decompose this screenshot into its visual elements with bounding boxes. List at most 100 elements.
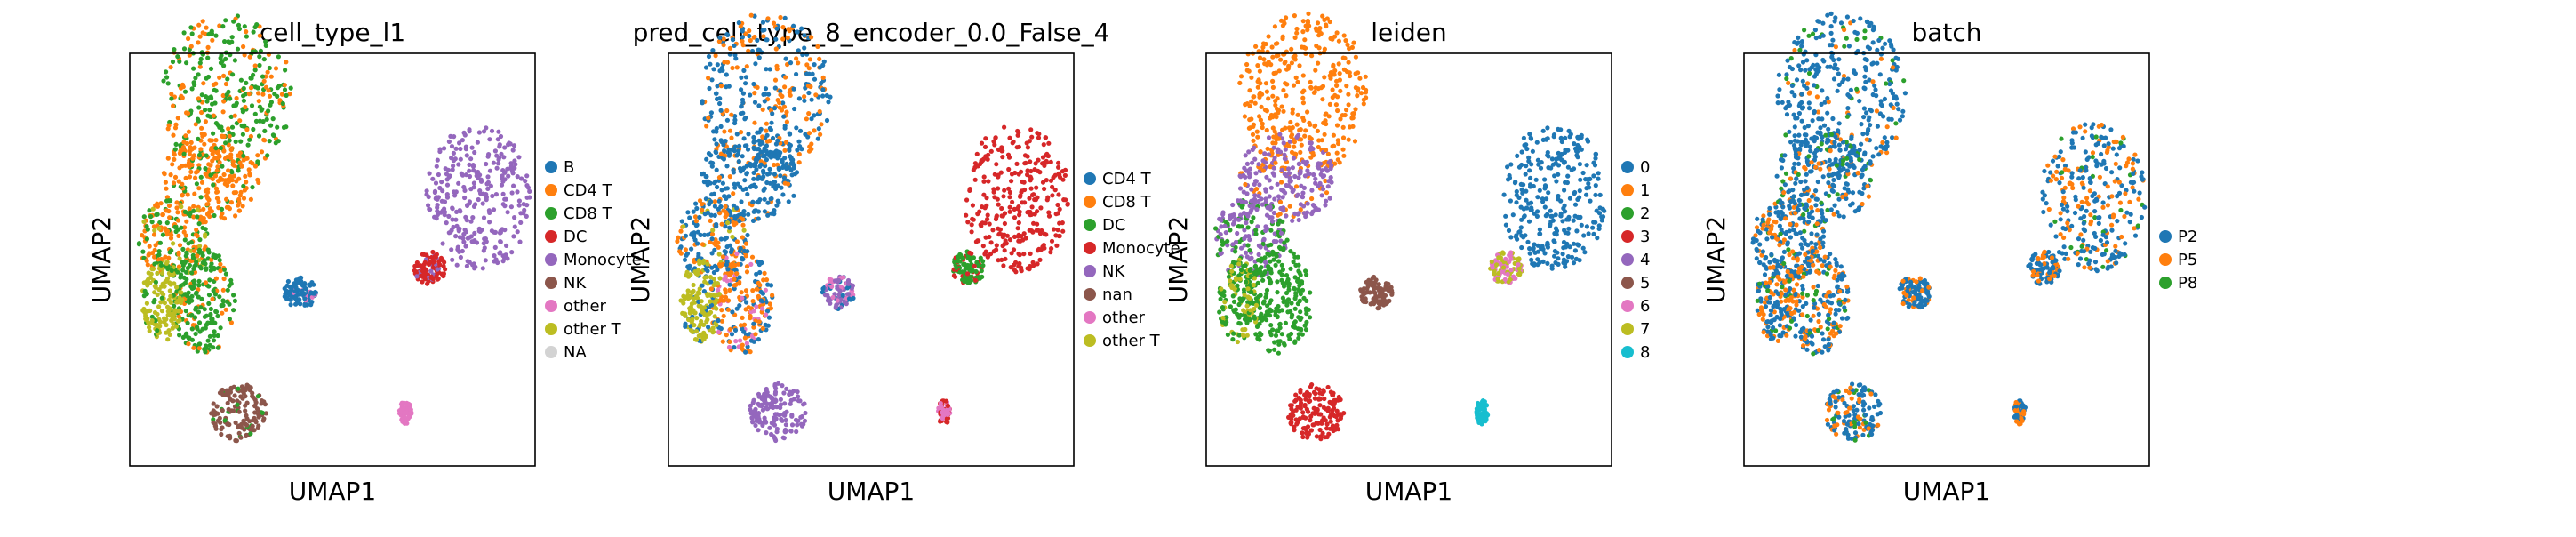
point-4: [1254, 207, 1260, 212]
point-other T: [152, 284, 157, 289]
point-CD8 T: [722, 129, 727, 134]
point-Monocyte: [515, 229, 520, 235]
point-CD4 T: [722, 194, 727, 199]
point-CD8 T: [738, 24, 743, 29]
point-1: [1330, 94, 1335, 100]
point-Monocyte: [442, 146, 447, 151]
point-1: [1348, 73, 1353, 79]
x-axis-label: UMAP1: [289, 477, 377, 506]
point-CD8 T: [212, 333, 217, 338]
point-2: [1260, 301, 1267, 306]
point-Monocyte: [1055, 202, 1060, 208]
point-CD4 T: [820, 87, 826, 92]
point-CD4 T: [164, 186, 169, 191]
point-CD8 T: [170, 59, 176, 65]
point-2: [1273, 309, 1278, 315]
point-CD4 T: [695, 229, 700, 235]
point-Monocyte: [1046, 140, 1052, 146]
point-CD8 T: [212, 329, 217, 334]
point-4: [1233, 239, 1239, 244]
point-2: [1243, 313, 1248, 318]
point-CD8 T: [228, 96, 233, 101]
point-3: [1288, 421, 1293, 426]
point-CD4 T: [734, 132, 740, 137]
point-CD4 T: [718, 236, 724, 242]
point-other T: [152, 309, 158, 316]
point-1: [1294, 30, 1300, 36]
point-1: [1352, 139, 1358, 144]
point-Monocyte: [1056, 171, 1061, 176]
point-CD4 T: [727, 151, 732, 156]
point-1: [1300, 73, 1306, 78]
point-DC: [412, 268, 417, 273]
point-CD4 T: [262, 138, 268, 143]
point-CD8 T: [257, 62, 262, 68]
point-Monocyte: [505, 256, 510, 261]
point-CD8 T: [211, 254, 216, 260]
point-CD4 T: [812, 76, 818, 82]
point-CD8 T: [282, 87, 288, 92]
point-Monocyte: [1056, 164, 1061, 170]
point-CD4 T: [224, 196, 229, 202]
point-1: [1341, 153, 1347, 158]
point-7: [1248, 308, 1253, 313]
point-2: [1272, 340, 1277, 345]
point-4: [1230, 202, 1236, 208]
point-CD8 T: [157, 240, 163, 245]
point-CD8 T: [700, 202, 705, 207]
legend-label: DC: [564, 228, 587, 246]
point-CD4 T: [227, 206, 232, 212]
legend-item: B: [545, 158, 574, 177]
point-1: [1350, 116, 1356, 121]
legend-label: B: [564, 158, 574, 177]
point-4: [1239, 245, 1244, 251]
point-NK: [236, 409, 242, 414]
point-DC: [435, 271, 440, 277]
point-4: [1310, 203, 1316, 208]
point-Monocyte: [467, 162, 472, 167]
point-CD4 T: [223, 307, 228, 312]
point-CD8 T: [149, 220, 155, 225]
point-Monocyte: [453, 146, 459, 151]
point-1: [1257, 68, 1262, 74]
point-3: [1324, 406, 1329, 412]
point-Monocyte: [981, 174, 987, 180]
point-CD8 T: [177, 59, 182, 64]
point-B: [285, 278, 291, 285]
point-CD4 T: [241, 196, 247, 201]
point-CD4 T: [701, 289, 708, 294]
point-NK: [244, 413, 249, 418]
point-2: [1272, 347, 1277, 352]
point-CD4 T: [772, 85, 778, 91]
point-DC: [433, 254, 438, 260]
point-CD4 T: [163, 254, 168, 260]
point-other T: [141, 219, 147, 224]
point-Monocyte: [993, 135, 998, 140]
point-CD4 T: [204, 25, 209, 30]
point-CD8 T: [211, 182, 216, 188]
point-CD4 T: [788, 156, 795, 162]
point-CD4 T: [714, 167, 719, 172]
point-2: [1220, 305, 1226, 310]
point-CD8 T: [184, 60, 189, 66]
point-DC: [428, 275, 434, 280]
point-Monocyte: [971, 217, 976, 222]
point-Monocyte: [511, 183, 516, 188]
point-CD4 T: [252, 63, 258, 68]
point-CD8 T: [260, 410, 265, 415]
point-CD4 T: [227, 133, 232, 139]
point-1: [1260, 41, 1267, 46]
point-4: [1325, 184, 1331, 189]
point-Monocyte: [434, 216, 439, 221]
point-CD8 T: [229, 124, 236, 130]
point-CD4 T: [180, 181, 185, 187]
point-CD8 T: [151, 300, 156, 305]
point-Monocyte: [450, 217, 455, 222]
point-CD8 T: [199, 296, 204, 301]
point-2: [1220, 292, 1225, 297]
point-NK: [214, 404, 220, 409]
point-CD4 T: [218, 268, 223, 274]
point-Monocyte: [486, 208, 492, 213]
point-CD8 T: [227, 317, 232, 322]
